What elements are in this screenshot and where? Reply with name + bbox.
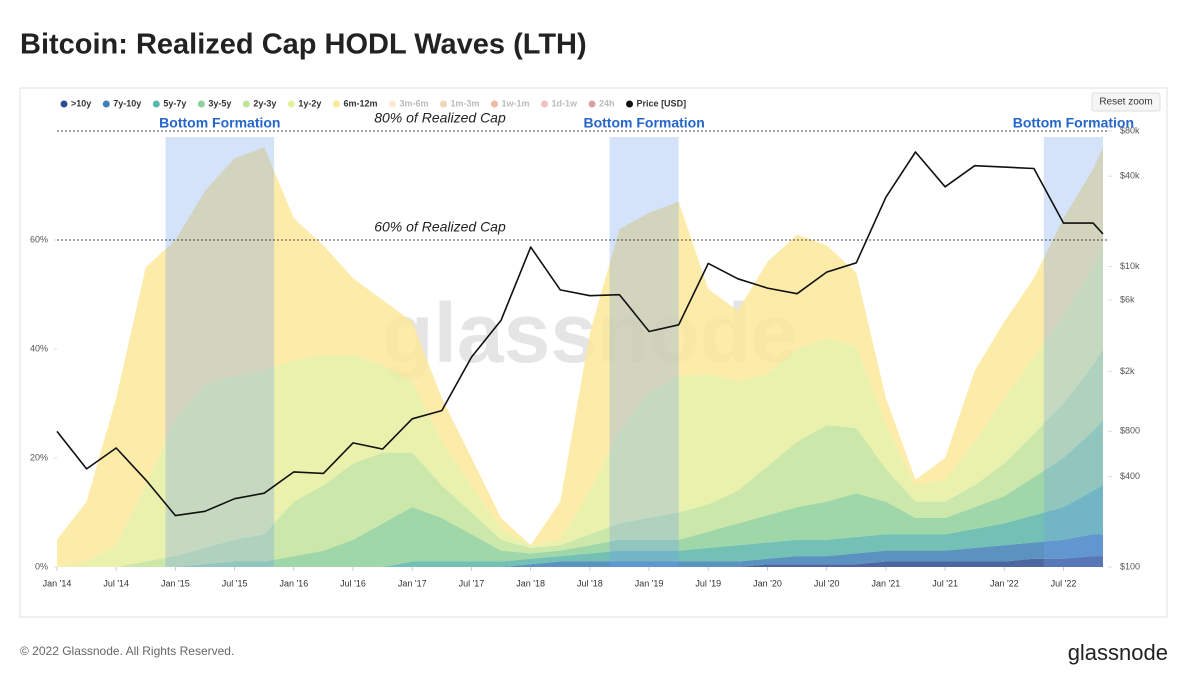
legend-label: 1w-1m [502, 98, 530, 108]
area-0 [57, 556, 1103, 567]
area-5 [57, 245, 1103, 567]
x-tick-label: Jan '16 [279, 578, 308, 588]
y-tick-label: 60% [30, 234, 48, 244]
x-tick-label: Jul '18 [577, 578, 603, 588]
x-tick-label: Jan '15 [161, 578, 190, 588]
x-tick-label: Jan '21 [872, 578, 901, 588]
legend-label: 5y-7y [163, 98, 186, 108]
y-tick-label: 40% [30, 343, 48, 353]
y-tick-label: 20% [30, 452, 48, 462]
chart-title: Bitcoin: Realized Cap HODL Waves (LTH) [20, 29, 587, 61]
legend-dot [388, 100, 396, 108]
y2-tick-label: $2k [1120, 366, 1135, 376]
copyright: © 2022 Glassnode. All Rights Reserved. [20, 644, 234, 658]
highlight-band [1043, 137, 1103, 567]
legend-dot [152, 100, 160, 108]
area-2 [57, 485, 1103, 567]
x-tick-label: Jul '14 [103, 578, 129, 588]
legend-dot [439, 100, 447, 108]
area-3 [57, 419, 1103, 567]
legend-label: 1m-3m [450, 98, 479, 108]
x-tick-label: Jan '17 [398, 578, 427, 588]
legend-label: 6m-12m [343, 98, 377, 108]
legend-dot [491, 100, 498, 108]
reference-label: 60% of Realized Cap [374, 219, 506, 235]
highlight-band [165, 137, 275, 567]
legend-dot [60, 100, 68, 108]
x-tick-label: Jul '17 [459, 578, 485, 588]
legend-dot [626, 100, 634, 108]
legend-dot [242, 100, 250, 108]
legend-label: 2y-3y [253, 98, 276, 108]
logo: glassnode [1068, 640, 1168, 665]
x-tick-label: Jul '19 [695, 578, 721, 588]
x-tick-label: Jan '20 [753, 578, 782, 588]
x-tick-label: Jul '20 [814, 578, 840, 588]
area-1 [57, 534, 1103, 567]
y2-tick-label: $40k [1120, 171, 1140, 181]
legend-label: 24h [599, 98, 615, 108]
legend-dot [197, 100, 205, 108]
legend-label: 7y-10y [113, 98, 141, 108]
band-label: Bottom Formation [583, 115, 704, 131]
price-line [56, 151, 1104, 517]
reference-label: 80% of Realized Cap [374, 110, 506, 126]
y-tick-label: 0% [35, 561, 48, 571]
y2-tick-label: $800 [1120, 426, 1140, 436]
band-label: Bottom Formation [159, 115, 280, 131]
y2-tick-label: $80k [1120, 125, 1140, 135]
x-tick-label: Jul '16 [340, 578, 366, 588]
band-label: Bottom Formation [1013, 115, 1134, 131]
button-label[interactable]: Reset zoom [1099, 97, 1152, 108]
legend-label: Price [USD] [637, 98, 687, 108]
x-tick-label: Jan '18 [516, 578, 545, 588]
legend-dot [287, 100, 295, 108]
legend-label: >10y [71, 98, 91, 108]
x-tick-label: Jan '14 [43, 578, 72, 588]
highlight-band [609, 137, 679, 567]
button-bg[interactable] [1091, 92, 1161, 112]
area-4 [57, 349, 1103, 567]
x-tick-label: Jul '15 [222, 578, 248, 588]
area-6 [57, 147, 1103, 568]
legend-label: 1d-1w [552, 98, 579, 108]
legend-dot [102, 100, 110, 108]
y2-tick-label: $100 [1120, 561, 1140, 571]
y2-tick-label: $10k [1120, 261, 1140, 271]
x-tick-label: Jul '21 [932, 578, 958, 588]
legend-label: 1y-2y [298, 98, 321, 108]
x-tick-label: Jan '19 [635, 578, 664, 588]
y2-tick-label: $400 [1120, 471, 1140, 481]
legend-label: 3m-6m [399, 98, 428, 108]
reset-zoom-button[interactable]: Reset zoom [1091, 92, 1161, 112]
legend-label: 3y-5y [208, 98, 231, 108]
x-tick-label: Jul '22 [1051, 578, 1077, 588]
legend-dot [541, 100, 549, 108]
x-tick-label: Jan '22 [990, 578, 1019, 588]
legend-dot [588, 100, 596, 108]
y2-tick-label: $6k [1120, 294, 1135, 304]
legend-dot [332, 100, 340, 108]
